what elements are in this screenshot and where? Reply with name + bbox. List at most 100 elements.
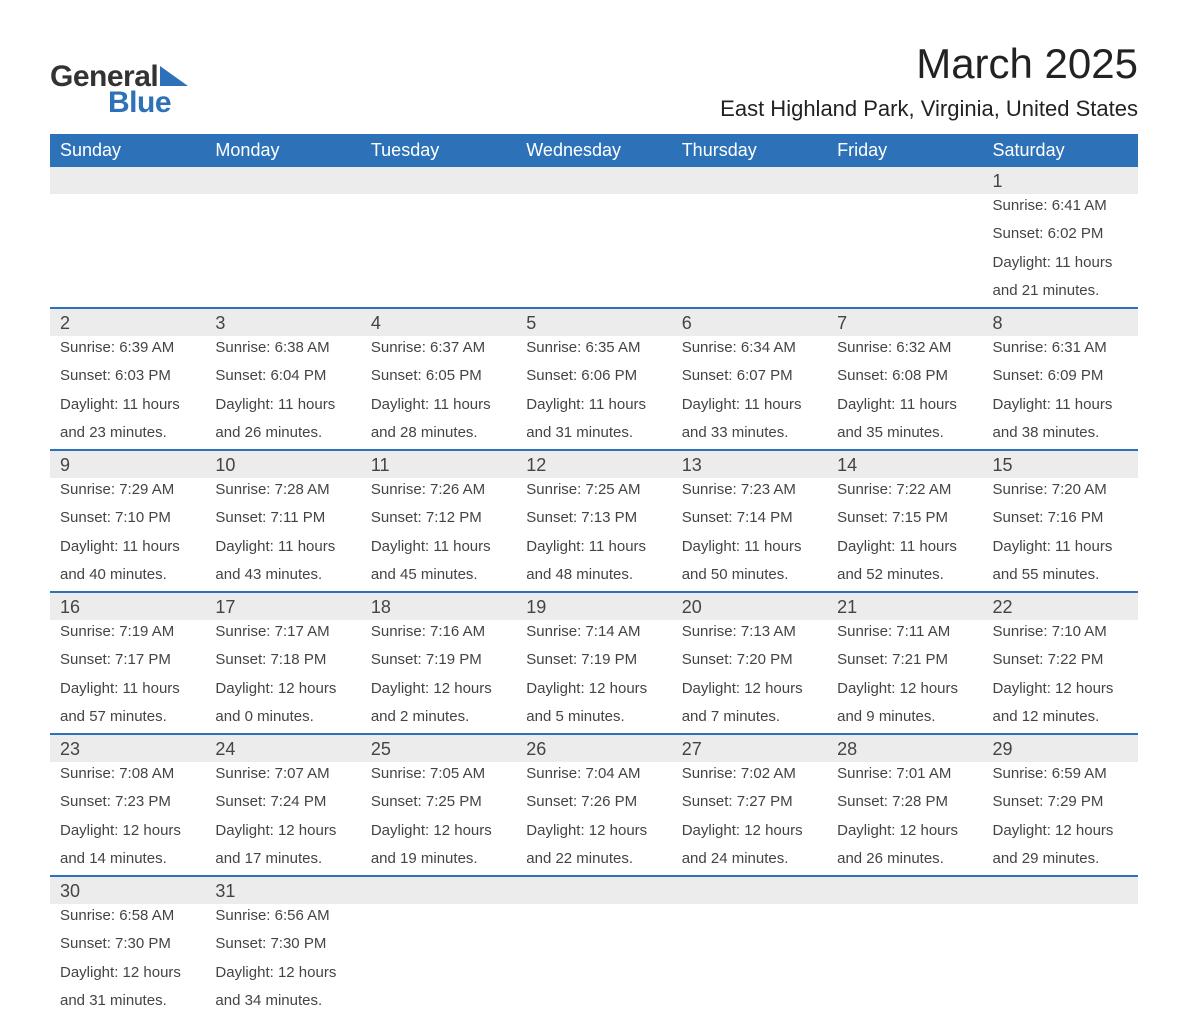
sunset-text: [361, 932, 516, 960]
sunset-text: [827, 932, 982, 960]
sunrise-text: Sunrise: 7:02 AM: [672, 762, 827, 790]
sunset-text: Sunset: 7:28 PM: [827, 790, 982, 818]
sunrise-text: Sunrise: 6:39 AM: [50, 336, 205, 364]
daylight-text: Daylight: 11 hours: [983, 393, 1138, 421]
daylight-text: Daylight: 11 hours: [983, 535, 1138, 563]
title-block: March 2025 East Highland Park, Virginia,…: [720, 40, 1138, 122]
daylight-text: and 12 minutes.: [983, 705, 1138, 734]
sunset-text: Sunset: 7:25 PM: [361, 790, 516, 818]
sunset-text: Sunset: 6:07 PM: [672, 364, 827, 392]
dayhead-fri: Friday: [827, 134, 982, 167]
brand-word2: Blue: [108, 86, 188, 120]
daylight-text: Daylight: 12 hours: [827, 819, 982, 847]
sunrise-text: Sunrise: 7:20 AM: [983, 478, 1138, 506]
sunrise-text: Sunrise: 6:37 AM: [361, 336, 516, 364]
daylight-text: and 35 minutes.: [827, 421, 982, 450]
day-number: [516, 167, 671, 194]
week-detail-row: Sunset: 6:03 PMSunset: 6:04 PMSunset: 6:…: [50, 364, 1138, 392]
week-detail-row: Sunset: 7:17 PMSunset: 7:18 PMSunset: 7:…: [50, 648, 1138, 676]
day-number: 30: [50, 876, 205, 904]
week-detail-row: Sunset: 7:30 PMSunset: 7:30 PM: [50, 932, 1138, 960]
sunset-text: Sunset: 7:27 PM: [672, 790, 827, 818]
sunrise-text: Sunrise: 7:19 AM: [50, 620, 205, 648]
daylight-text: Daylight: 11 hours: [50, 393, 205, 421]
daylight-text: and 17 minutes.: [205, 847, 360, 876]
daylight-text: and 21 minutes.: [983, 279, 1138, 308]
sunset-text: Sunset: 7:10 PM: [50, 506, 205, 534]
week-detail-row: Sunset: 7:10 PMSunset: 7:11 PMSunset: 7:…: [50, 506, 1138, 534]
sunset-text: Sunset: 6:03 PM: [50, 364, 205, 392]
day-number: 4: [361, 308, 516, 336]
daylight-text: Daylight: 11 hours: [361, 535, 516, 563]
day-number: 10: [205, 450, 360, 478]
week-detail-row: and 57 minutes.and 0 minutes.and 2 minut…: [50, 705, 1138, 734]
sunset-text: Sunset: 7:29 PM: [983, 790, 1138, 818]
day-number: 31: [205, 876, 360, 904]
week-daynum-row: 1: [50, 167, 1138, 194]
day-number: [827, 167, 982, 194]
week-detail-row: Sunrise: 6:58 AMSunrise: 6:56 AM: [50, 904, 1138, 932]
daylight-text: and 28 minutes.: [361, 421, 516, 450]
dayhead-sun: Sunday: [50, 134, 205, 167]
daylight-text: Daylight: 12 hours: [50, 961, 205, 989]
sunset-text: Sunset: 7:22 PM: [983, 648, 1138, 676]
daylight-text: Daylight: 12 hours: [672, 677, 827, 705]
daylight-text: [672, 251, 827, 279]
daylight-text: and 24 minutes.: [672, 847, 827, 876]
sunrise-text: Sunrise: 6:32 AM: [827, 336, 982, 364]
week-detail-row: Daylight: 12 hoursDaylight: 12 hours: [50, 961, 1138, 989]
daylight-text: Daylight: 12 hours: [672, 819, 827, 847]
daylight-text: Daylight: 11 hours: [672, 393, 827, 421]
day-number: 12: [516, 450, 671, 478]
daylight-text: and 31 minutes.: [516, 421, 671, 450]
sunset-text: [361, 222, 516, 250]
sunrise-text: [827, 194, 982, 222]
location-text: East Highland Park, Virginia, United Sta…: [720, 96, 1138, 122]
sunrise-text: Sunrise: 7:07 AM: [205, 762, 360, 790]
daylight-text: [983, 989, 1138, 1017]
day-header-row: Sunday Monday Tuesday Wednesday Thursday…: [50, 134, 1138, 167]
sunrise-text: Sunrise: 7:01 AM: [827, 762, 982, 790]
sunset-text: Sunset: 7:19 PM: [516, 648, 671, 676]
daylight-text: [50, 279, 205, 308]
week-detail-row: Daylight: 11 hoursDaylight: 12 hoursDayl…: [50, 677, 1138, 705]
day-number: 7: [827, 308, 982, 336]
day-number: [672, 876, 827, 904]
sunrise-text: Sunrise: 7:23 AM: [672, 478, 827, 506]
sunrise-text: [672, 194, 827, 222]
daylight-text: and 40 minutes.: [50, 563, 205, 592]
dayhead-wed: Wednesday: [516, 134, 671, 167]
sunset-text: Sunset: 7:18 PM: [205, 648, 360, 676]
day-number: 18: [361, 592, 516, 620]
sunrise-text: Sunrise: 6:58 AM: [50, 904, 205, 932]
sunrise-text: Sunrise: 7:16 AM: [361, 620, 516, 648]
sunset-text: Sunset: 6:05 PM: [361, 364, 516, 392]
daylight-text: Daylight: 12 hours: [361, 819, 516, 847]
sunrise-text: Sunrise: 7:13 AM: [672, 620, 827, 648]
sunset-text: Sunset: 7:21 PM: [827, 648, 982, 676]
sunset-text: Sunset: 7:11 PM: [205, 506, 360, 534]
week-detail-row: Daylight: 11 hoursDaylight: 11 hoursDayl…: [50, 535, 1138, 563]
day-number: [205, 167, 360, 194]
week-daynum-row: 2345678: [50, 308, 1138, 336]
sunset-text: Sunset: 6:02 PM: [983, 222, 1138, 250]
day-number: 1: [983, 167, 1138, 194]
sunset-text: Sunset: 6:08 PM: [827, 364, 982, 392]
daylight-text: and 55 minutes.: [983, 563, 1138, 592]
daylight-text: [827, 279, 982, 308]
daylight-text: [672, 961, 827, 989]
day-number: 16: [50, 592, 205, 620]
week-daynum-row: 16171819202122: [50, 592, 1138, 620]
sunset-text: Sunset: 6:04 PM: [205, 364, 360, 392]
sunrise-text: Sunrise: 6:31 AM: [983, 336, 1138, 364]
daylight-text: and 33 minutes.: [672, 421, 827, 450]
sunset-text: Sunset: 7:15 PM: [827, 506, 982, 534]
week-daynum-row: 23242526272829: [50, 734, 1138, 762]
day-number: 24: [205, 734, 360, 762]
sunrise-text: [205, 194, 360, 222]
sunset-text: Sunset: 7:12 PM: [361, 506, 516, 534]
daylight-text: and 57 minutes.: [50, 705, 205, 734]
daylight-text: [516, 961, 671, 989]
sunset-text: [672, 932, 827, 960]
daylight-text: [361, 279, 516, 308]
